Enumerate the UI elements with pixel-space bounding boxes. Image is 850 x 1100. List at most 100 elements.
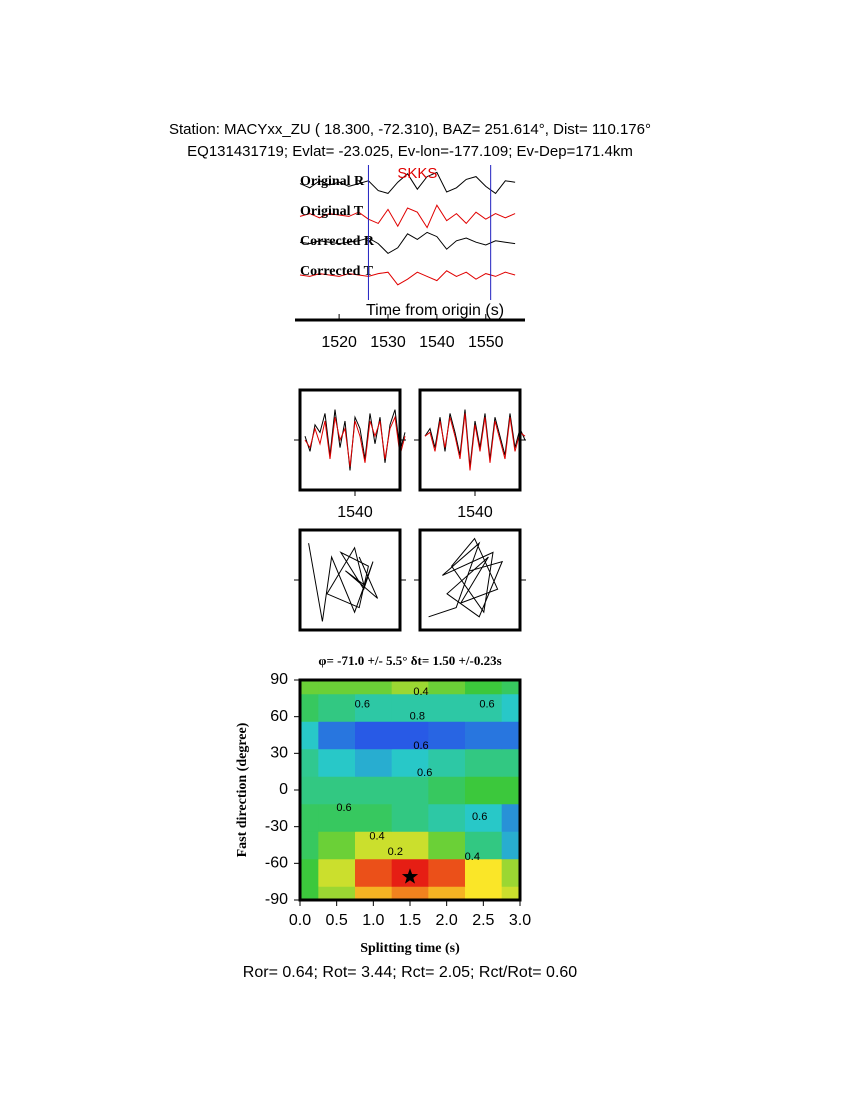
trace — [299, 171, 516, 195]
x-tick-label: 0.0 — [289, 912, 311, 929]
y-tick-label: 60 — [270, 708, 288, 725]
heat-cell — [465, 831, 503, 860]
heat-cell — [465, 693, 503, 722]
x-tick-label: 1.0 — [362, 912, 384, 929]
y-tick-label: 30 — [270, 745, 288, 762]
y-tick-label: 0 — [279, 781, 288, 798]
trace-label: Corrected T — [300, 264, 374, 279]
heat-cell — [318, 858, 356, 887]
contour-label: 0.6 — [479, 698, 494, 710]
heat-cell — [300, 776, 319, 805]
y-tick-label: 90 — [270, 671, 288, 688]
heat-cell — [355, 803, 393, 832]
heat-cell — [318, 803, 356, 832]
heat-cell — [355, 693, 393, 722]
panel-frame — [418, 388, 522, 492]
heat-cell — [318, 748, 356, 777]
header-line1: Station: MACYxx_ZU ( 18.300, -72.310), B… — [169, 121, 651, 138]
heat-cell — [391, 776, 429, 805]
x-tick-label: 1540 — [419, 334, 455, 351]
plot-title: φ= -71.0 +/- 5.5° δt= 1.50 +/-0.23s — [318, 653, 501, 668]
y-axis-label: Fast direction (degree) — [235, 722, 250, 857]
contour-label: 0.2 — [388, 846, 403, 858]
header-line2: EQ131431719; Evlat= -23.025, Ev-lon=-177… — [187, 143, 633, 160]
heat-cell — [465, 748, 503, 777]
heat-cell — [355, 721, 393, 750]
contour-label: 0.6 — [336, 802, 351, 814]
heat-cell — [465, 886, 503, 900]
x-tick-label: 1.5 — [399, 912, 421, 929]
heat-cell — [501, 831, 520, 860]
trace-label: Original T — [300, 204, 364, 219]
heat-cell — [391, 748, 429, 777]
x-tick-label: 1540 — [337, 504, 373, 521]
y-tick-label: -30 — [265, 818, 288, 835]
heat-cell — [428, 858, 466, 887]
heat-cell — [391, 680, 429, 695]
phase-label: SKKS — [397, 165, 437, 182]
heat-cell — [318, 886, 356, 900]
x-tick-label: 1520 — [321, 334, 357, 351]
contour-label: 0.4 — [413, 686, 428, 698]
heat-cell — [501, 803, 520, 832]
panel-frame — [298, 388, 402, 492]
x-axis-label: Splitting time (s) — [360, 941, 460, 956]
x-tick-label: 1550 — [468, 334, 504, 351]
heat-cell — [355, 776, 393, 805]
heat-cell — [428, 680, 466, 695]
heat-cell — [501, 858, 520, 887]
x-axis-label: Time from origin (s) — [366, 302, 504, 319]
trace — [424, 413, 526, 471]
heat-cell — [465, 858, 503, 887]
heatmap — [300, 680, 520, 900]
heat-cell — [391, 721, 429, 750]
heat-cell — [465, 803, 503, 832]
heat-cell — [391, 693, 429, 722]
heat-cell — [300, 886, 319, 900]
heat-cell — [428, 886, 466, 900]
heat-cell — [501, 748, 520, 777]
contour-label: 0.6 — [417, 767, 432, 779]
heat-cell — [355, 748, 393, 777]
contour-label: 0.8 — [410, 711, 425, 723]
heat-cell — [318, 721, 356, 750]
contour-label: 0.4 — [465, 851, 480, 863]
heat-cell — [318, 776, 356, 805]
y-tick-label: -90 — [265, 891, 288, 908]
heat-cell — [465, 721, 503, 750]
contour-label: 0.4 — [369, 830, 384, 842]
heat-cell — [355, 886, 393, 900]
heat-cell — [318, 831, 356, 860]
heat-cell — [428, 831, 466, 860]
x-tick-label: 0.5 — [326, 912, 348, 929]
trace — [299, 204, 516, 229]
best-fit-star — [401, 868, 419, 884]
y-tick-label: -60 — [265, 855, 288, 872]
heat-cell — [391, 831, 429, 860]
footer: Ror= 0.64; Rot= 3.44; Rct= 2.05; Rct/Rot… — [243, 964, 578, 981]
heat-cell — [300, 721, 319, 750]
heat-cell — [355, 831, 393, 860]
contour-label: 0.6 — [355, 698, 370, 710]
x-tick-label: 2.5 — [472, 912, 494, 929]
heat-cell — [501, 693, 520, 722]
heat-cell — [355, 680, 393, 695]
x-tick-label: 3.0 — [509, 912, 531, 929]
heat-cell — [391, 803, 429, 832]
heat-cell — [300, 803, 319, 832]
heat-cell — [465, 776, 503, 805]
heat-cell — [501, 680, 520, 695]
trace-label: Original R — [300, 174, 365, 189]
heat-cell — [501, 886, 520, 900]
heat-cell — [501, 776, 520, 805]
heat-cell — [428, 721, 466, 750]
trace — [299, 231, 516, 255]
particle-motion — [428, 537, 504, 618]
heat-cell — [300, 748, 319, 777]
heat-cell — [300, 831, 319, 860]
heat-cell — [428, 693, 466, 722]
heat-cell — [300, 858, 319, 887]
heat-cell — [300, 680, 319, 695]
x-tick-label: 1540 — [457, 504, 493, 521]
